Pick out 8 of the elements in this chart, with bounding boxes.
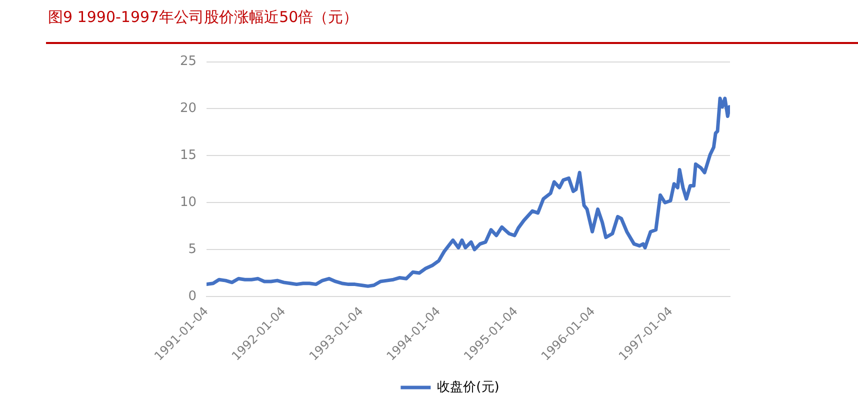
y-tick-label: 25 [180,54,197,70]
chart-title: 图9 1990-1997年公司股价涨幅近50倍（元） [48,8,358,27]
y-tick-label: 0 [188,288,197,304]
legend-label: 收盘价(元) [437,380,500,395]
y-tick-label: 20 [180,101,197,116]
y-tick-label: 5 [188,242,197,257]
y-tick-label: 15 [180,148,197,164]
y-tick-label: 10 [180,195,197,210]
